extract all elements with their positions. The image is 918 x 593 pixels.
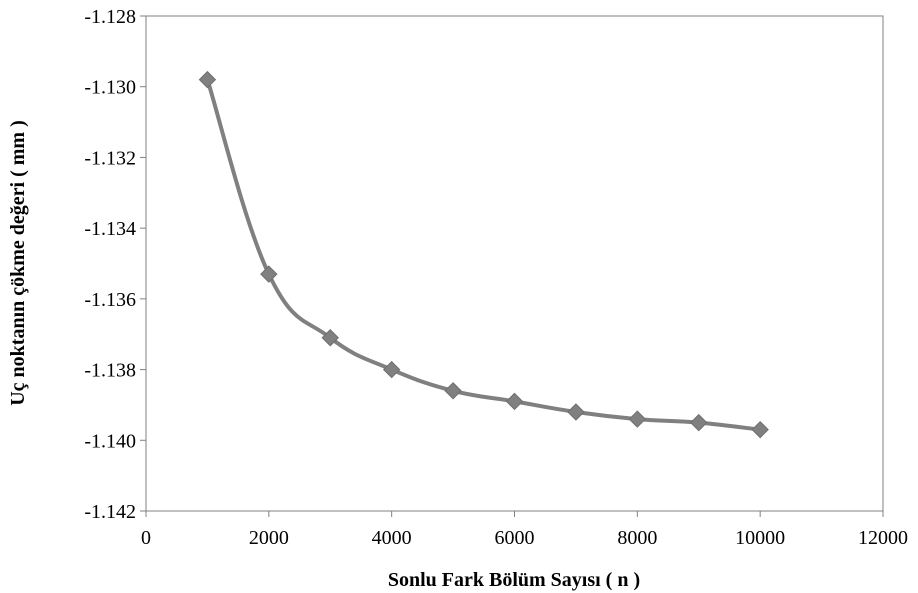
data-point-marker: [382, 360, 401, 379]
series-layer: [198, 70, 769, 439]
y-tick-label: -1.130: [84, 77, 136, 99]
x-axis: 0 2000 4000 6000 8000 10000 12000: [141, 511, 908, 549]
x-tick-label: 2000: [249, 527, 289, 549]
data-point-marker: [198, 70, 217, 89]
data-point-marker: [444, 382, 462, 400]
x-tick-label: 6000: [495, 527, 535, 549]
y-tick-label: -1.138: [84, 360, 136, 382]
y-tick-label: -1.140: [84, 430, 136, 452]
data-point-marker: [567, 403, 585, 421]
data-point-marker: [751, 420, 769, 439]
y-tick-label: -1.134: [84, 218, 136, 240]
y-tick-label: -1.142: [84, 501, 136, 523]
x-axis-title: Sonlu Fark Bölüm Sayısı ( n ): [388, 569, 640, 591]
x-tick-label: 4000: [372, 527, 412, 549]
y-tick-label: -1.132: [84, 147, 136, 169]
y-tick-label: -1.136: [84, 289, 136, 311]
data-point-marker: [690, 413, 708, 432]
x-tick-label: 8000: [617, 527, 657, 549]
y-tick-label: -1.128: [84, 6, 136, 28]
data-point-marker: [260, 265, 278, 283]
data-point-marker: [321, 329, 339, 347]
x-tick-label: 12000: [858, 527, 908, 549]
x-tick-label: 10000: [735, 527, 785, 549]
y-axis: -1.128 -1.130 -1.132 -1.134 -1.136 -1.138 -1.1…: [84, 6, 146, 523]
x-tick-label: 0: [141, 527, 151, 549]
data-point-marker: [505, 392, 524, 411]
y-axis-title: Uç noktanın çökme değeri ( mm ): [7, 120, 29, 406]
plot-area: [145, 15, 884, 512]
data-point-marker: [628, 410, 647, 428]
